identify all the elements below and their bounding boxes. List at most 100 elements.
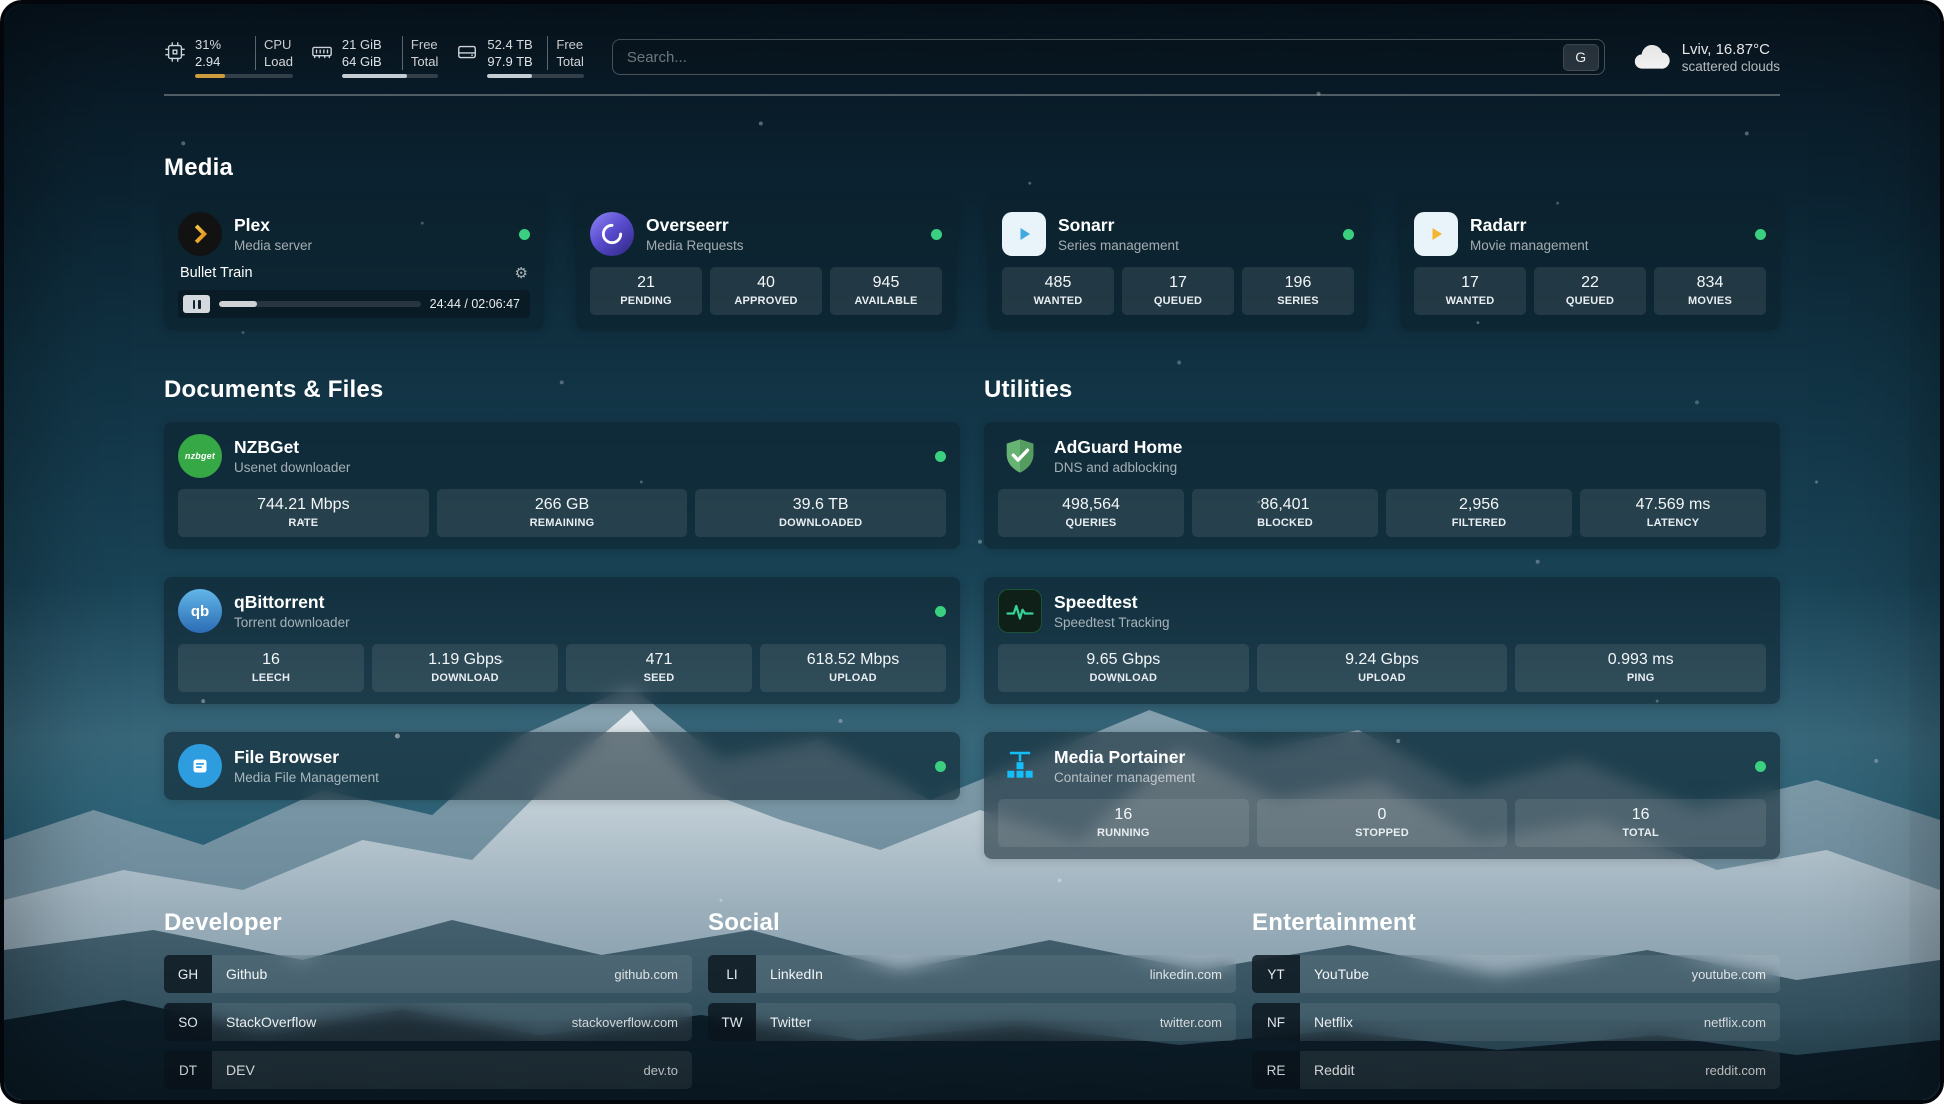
bookmark-abbr: GH: [164, 955, 212, 993]
disk-usage-bar: [487, 74, 584, 78]
bookmark-url: dev.to: [643, 1062, 678, 1078]
overseerr-card[interactable]: Overseerr Media Requests 21 PENDING 40 A…: [576, 200, 956, 330]
bookmark-url: youtube.com: [1691, 966, 1766, 982]
card-subtitle: Torrent downloader: [234, 615, 350, 630]
bookmark-dev[interactable]: DT DEV dev.to: [164, 1051, 692, 1089]
stat-value: 471: [645, 651, 673, 668]
stat: 266 GB REMAINING: [436, 489, 688, 537]
bookmark-url: github.com: [614, 966, 678, 982]
radarr-card[interactable]: Radarr Movie management 17 WANTED 22 QUE…: [1400, 200, 1780, 330]
stat-label: PING: [1626, 672, 1655, 684]
stat: 86,401 BLOCKED: [1192, 489, 1378, 537]
bookmark-youtube[interactable]: YT YouTube youtube.com: [1252, 955, 1780, 993]
plex-card[interactable]: Plex Media server Bullet Train ⚙ 24:44 /…: [164, 200, 544, 330]
nzbget-card[interactable]: nzbget NZBGet Usenet downloader 744.21 M…: [164, 422, 960, 549]
now-playing-title: Bullet Train: [180, 265, 253, 281]
stat-value: 9.24 Gbps: [1345, 651, 1419, 668]
qbittorrent-card[interactable]: qb qBittorrent Torrent downloader 16 LEE…: [164, 577, 960, 704]
cpu-load-label: Load: [264, 54, 293, 69]
stat: 945 AVAILABLE: [830, 267, 942, 315]
stat-label: DOWNLOAD: [1089, 672, 1158, 684]
stat-label: SERIES: [1277, 295, 1319, 307]
stat: 22 QUEUED: [1534, 267, 1646, 315]
status-dot: [1343, 228, 1354, 240]
bookmark-github[interactable]: GH Github github.com: [164, 955, 692, 993]
bookmark-url: netflix.com: [1703, 1014, 1766, 1030]
stat: 17 WANTED: [1414, 267, 1526, 315]
bookmark-twitter[interactable]: TW Twitter twitter.com: [708, 1003, 1236, 1041]
bookmark-netflix[interactable]: NF Netflix netflix.com: [1252, 1003, 1780, 1041]
stat: 498,564 QUERIES: [998, 489, 1184, 537]
memory-free-value: 21 GiB: [341, 37, 382, 52]
bookmark-url: linkedin.com: [1149, 966, 1222, 982]
filebrowser-card[interactable]: File Browser Media File Management: [164, 732, 960, 800]
disk-resource-widget: 52.4 TB 97.9 TB Free Total: [456, 36, 584, 78]
stat-label: TOTAL: [1622, 827, 1659, 839]
adguard-icon: [998, 434, 1042, 478]
stat: 39.6 TB DOWNLOADED: [695, 489, 946, 537]
stat: 485 WANTED: [1002, 267, 1114, 315]
radarr-icon: [1414, 212, 1458, 256]
stat-label: MOVIES: [1688, 295, 1732, 307]
status-dot: [935, 450, 946, 462]
stat-label: DOWNLOADED: [779, 517, 863, 529]
utilities-heading: Utilities: [984, 376, 1073, 403]
stat: 196 SERIES: [1242, 267, 1354, 315]
bookmark-name: LinkedIn: [770, 966, 823, 982]
stat-label: WANTED: [1445, 295, 1495, 307]
card-title: Plex: [234, 215, 270, 235]
stat-value: 16: [262, 651, 280, 668]
portainer-card[interactable]: Media Portainer Container management 16 …: [984, 732, 1780, 859]
search-provider-button[interactable]: G: [1562, 43, 1599, 71]
playback-progress-bar[interactable]: [219, 301, 421, 307]
memory-free-label: Free: [410, 37, 438, 52]
bookmark-name: StackOverflow: [226, 1014, 317, 1030]
adguard-card[interactable]: AdGuard Home DNS and adblocking 498,564 …: [984, 422, 1780, 549]
documents-heading: Documents & Files: [164, 376, 384, 403]
stat-value: 9.65 Gbps: [1086, 651, 1161, 668]
stat-value: 16: [1114, 806, 1133, 823]
sonarr-icon: [1002, 212, 1046, 256]
nzbget-icon: nzbget: [178, 434, 222, 478]
bookmark-name: Twitter: [770, 1014, 812, 1030]
stat-label: SEED: [643, 672, 675, 684]
status-dot: [935, 605, 946, 617]
pause-button[interactable]: [183, 295, 210, 313]
stat-value: 21: [637, 274, 655, 291]
stat-label: UPLOAD: [829, 672, 877, 684]
search-bar[interactable]: G: [611, 39, 1605, 75]
stat-label: QUERIES: [1065, 517, 1117, 529]
bookmark-abbr: TW: [708, 1003, 756, 1041]
cpu-resource-widget: 31% 2.94 CPU Load: [164, 36, 293, 78]
stat-label: QUEUED: [1565, 295, 1615, 307]
stat: 744.21 Mbps RATE: [178, 489, 429, 537]
stat-label: DOWNLOAD: [431, 672, 499, 684]
stat: 618.52 Mbps UPLOAD: [760, 644, 946, 692]
bookmark-name: Netflix: [1314, 1014, 1353, 1030]
gear-icon[interactable]: ⚙: [514, 264, 528, 282]
card-subtitle: DNS and adblocking: [1054, 460, 1178, 475]
stat-label: PENDING: [620, 295, 672, 307]
stat-value: 485: [1044, 274, 1072, 291]
stat-value: 1.19 Gbps: [428, 651, 502, 668]
stat: 834 MOVIES: [1654, 267, 1766, 315]
bookmark-reddit[interactable]: RE Reddit reddit.com: [1252, 1051, 1780, 1089]
weather-condition: scattered clouds: [1681, 58, 1780, 74]
memory-total-label: Total: [410, 54, 439, 69]
sonarr-card[interactable]: Sonarr Series management 485 WANTED 17 Q…: [988, 200, 1368, 330]
status-dot: [935, 760, 946, 772]
bookmark-linkedin[interactable]: LI LinkedIn linkedin.com: [708, 955, 1236, 993]
stat-label: AVAILABLE: [854, 295, 918, 307]
bookmark-stackoverflow[interactable]: SO StackOverflow stackoverflow.com: [164, 1003, 692, 1041]
status-dot: [1755, 760, 1766, 772]
cloud-icon: [1631, 37, 1671, 77]
stat-value: 0: [1377, 806, 1387, 823]
header-divider: [164, 94, 1780, 96]
speedtest-card[interactable]: Speedtest Speedtest Tracking 9.65 Gbps D…: [984, 577, 1780, 704]
stat-value: 498,564: [1062, 496, 1120, 513]
card-title: AdGuard Home: [1054, 437, 1183, 457]
card-title: qBittorrent: [234, 592, 325, 612]
card-title: File Browser: [234, 747, 340, 767]
stat-label: WANTED: [1033, 295, 1083, 307]
search-input[interactable]: [626, 48, 1563, 66]
